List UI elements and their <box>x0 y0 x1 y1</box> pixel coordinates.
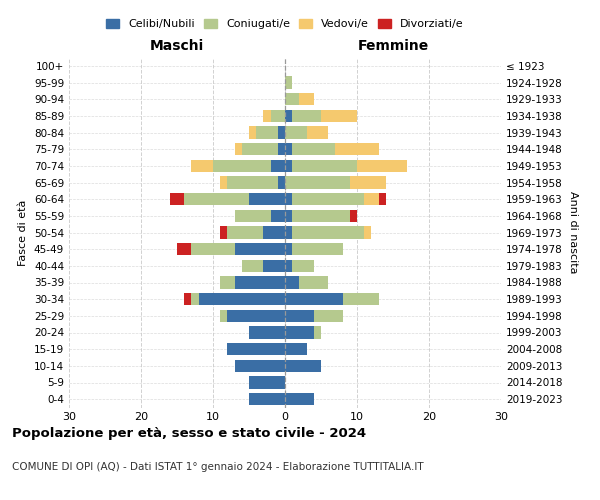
Bar <box>285 326 314 339</box>
Bar <box>227 226 263 239</box>
Bar <box>285 393 314 406</box>
Bar <box>249 376 285 389</box>
Bar <box>271 160 285 172</box>
Legend: Celibi/Nubili, Coniugati/e, Vedovi/e, Divorziati/e: Celibi/Nubili, Coniugati/e, Vedovi/e, Di… <box>102 14 468 34</box>
Bar <box>357 160 407 172</box>
Bar <box>191 160 213 172</box>
Bar <box>220 176 227 189</box>
Bar <box>364 226 371 239</box>
Bar <box>285 193 292 205</box>
Bar <box>379 193 386 205</box>
Bar <box>314 326 321 339</box>
Bar <box>235 210 271 222</box>
Bar <box>271 110 285 122</box>
Bar <box>285 210 292 222</box>
Bar <box>170 193 184 205</box>
Bar <box>191 243 235 256</box>
Bar <box>263 110 271 122</box>
Bar <box>292 160 357 172</box>
Bar <box>285 110 292 122</box>
Bar <box>278 126 285 139</box>
Text: Popolazione per età, sesso e stato civile - 2024: Popolazione per età, sesso e stato civil… <box>12 428 366 440</box>
Bar <box>321 110 357 122</box>
Bar <box>307 126 328 139</box>
Bar <box>285 176 350 189</box>
Bar <box>278 143 285 156</box>
Bar <box>285 343 307 355</box>
Bar <box>235 243 285 256</box>
Bar <box>285 160 292 172</box>
Bar <box>199 293 285 306</box>
Bar <box>285 93 299 106</box>
Bar <box>292 143 335 156</box>
Bar <box>249 393 285 406</box>
Bar <box>285 243 292 256</box>
Bar <box>285 310 314 322</box>
Bar <box>242 260 263 272</box>
Bar <box>285 143 292 156</box>
Bar <box>227 343 285 355</box>
Bar <box>335 143 379 156</box>
Bar <box>314 310 343 322</box>
Bar <box>220 276 235 289</box>
Bar <box>263 260 285 272</box>
Bar <box>220 226 227 239</box>
Bar <box>278 176 285 189</box>
Bar <box>292 260 314 272</box>
Y-axis label: Anni di nascita: Anni di nascita <box>568 191 578 274</box>
Bar <box>285 276 299 289</box>
Bar <box>350 176 386 189</box>
Bar <box>285 260 292 272</box>
Bar <box>213 160 271 172</box>
Bar <box>292 243 343 256</box>
Text: COMUNE DI OPI (AQ) - Dati ISTAT 1° gennaio 2024 - Elaborazione TUTTITALIA.IT: COMUNE DI OPI (AQ) - Dati ISTAT 1° genna… <box>12 462 424 472</box>
Bar <box>343 293 379 306</box>
Bar <box>292 210 350 222</box>
Bar <box>292 110 321 122</box>
Bar <box>249 126 256 139</box>
Bar <box>256 126 278 139</box>
Bar <box>350 210 357 222</box>
Bar <box>292 193 364 205</box>
Bar <box>299 93 314 106</box>
Bar <box>285 126 307 139</box>
Bar <box>227 310 285 322</box>
Bar <box>191 293 199 306</box>
Bar <box>235 276 285 289</box>
Bar <box>292 226 364 239</box>
Bar <box>242 143 278 156</box>
Y-axis label: Fasce di età: Fasce di età <box>19 200 28 266</box>
Bar <box>285 76 292 89</box>
Bar <box>249 326 285 339</box>
Bar <box>285 293 343 306</box>
Bar <box>235 360 285 372</box>
Bar <box>285 360 321 372</box>
Bar <box>177 243 191 256</box>
Bar <box>184 293 191 306</box>
Text: Femmine: Femmine <box>358 38 428 52</box>
Bar <box>271 210 285 222</box>
Bar <box>299 276 328 289</box>
Bar <box>285 226 292 239</box>
Bar <box>263 226 285 239</box>
Bar <box>227 176 278 189</box>
Bar <box>184 193 249 205</box>
Text: Maschi: Maschi <box>150 38 204 52</box>
Bar <box>220 310 227 322</box>
Bar <box>249 193 285 205</box>
Bar <box>235 143 242 156</box>
Bar <box>364 193 379 205</box>
